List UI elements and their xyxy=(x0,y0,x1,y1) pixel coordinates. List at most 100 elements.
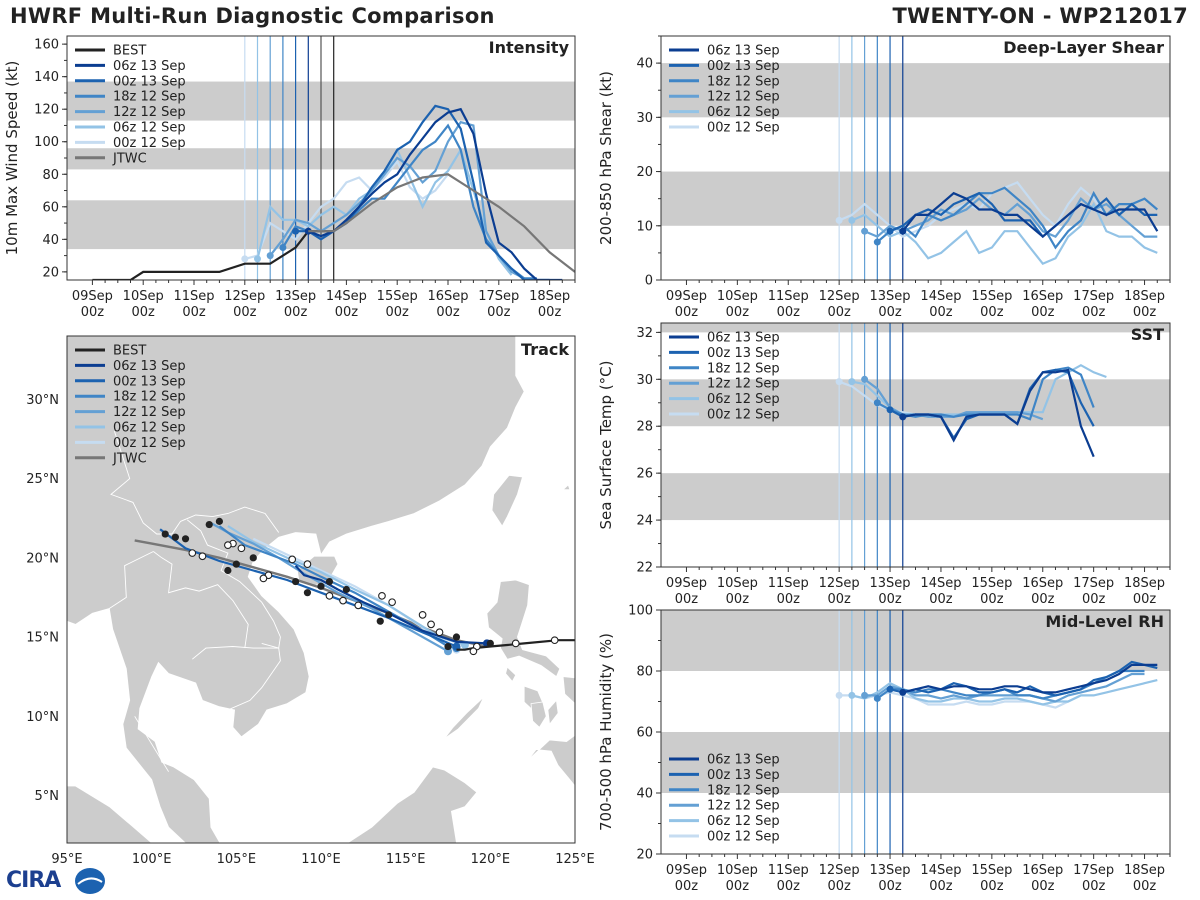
intensity-xtick-sublabel: 00z xyxy=(81,305,105,320)
shear-xtick-sublabel: 00z xyxy=(929,305,953,320)
intensity-plot-area xyxy=(67,36,575,280)
mainland-asia-shape xyxy=(67,336,525,843)
track-xtick-label: 115°E xyxy=(386,852,426,867)
shear-xtick-sublabel: 00z xyxy=(827,305,851,320)
rh-band xyxy=(661,610,1170,671)
intensity-xtick-label: 09Sep xyxy=(72,289,113,304)
rh-legend-label: 00z 12 Sep xyxy=(707,830,780,845)
sst-xtick-sublabel: 00z xyxy=(1133,592,1157,607)
rh-legend-label: 18z 12 Sep xyxy=(707,783,780,798)
shear-xtick-sublabel: 00z xyxy=(777,305,801,320)
sst-band xyxy=(661,473,1170,521)
intensity-xtick-sublabel: 00z xyxy=(436,305,460,320)
shear-xtick-sublabel: 00z xyxy=(1082,305,1106,320)
rh-xtick-sublabel: 00z xyxy=(827,879,851,894)
shear-legend-label: 00z 13 Sep xyxy=(707,59,780,74)
shear-ytick-label: 30 xyxy=(636,111,653,126)
shear-ytick-label: 10 xyxy=(636,219,653,234)
intensity-xtick-label: 13Sep xyxy=(275,289,316,304)
intensity-series-start-point xyxy=(292,227,300,235)
mindanao-shape xyxy=(527,716,575,843)
intensity-xtick-sublabel: 00z xyxy=(132,305,156,320)
shear-series-start-point xyxy=(886,227,894,235)
sst-series-line xyxy=(902,368,1095,458)
rh-ytick-label: 100 xyxy=(628,604,653,619)
shear-ytick-label: 40 xyxy=(636,57,653,72)
track-xtick-label: 125°E xyxy=(555,852,595,867)
rh-ytick-label: 60 xyxy=(636,726,653,741)
intensity-xtick-sublabel: 00z xyxy=(487,305,511,320)
rh-xtick-label: 14Sep xyxy=(920,863,961,878)
rh-xtick-sublabel: 00z xyxy=(777,879,801,894)
border-myanmar-thai xyxy=(109,551,154,609)
shear-series-start-point xyxy=(861,227,869,235)
shear-plot-area xyxy=(661,36,1170,280)
track-legend-label: JTWC xyxy=(112,451,147,466)
rh-xtick-label: 10Sep xyxy=(717,863,758,878)
intensity-jtwc-line xyxy=(308,173,575,273)
sst-xtick-label: 17Sep xyxy=(1073,576,1114,591)
rh-series-start-point xyxy=(899,688,907,696)
sst-xtick-sublabel: 00z xyxy=(878,592,902,607)
rh-series-line xyxy=(864,672,1145,703)
intensity-xtick-label: 16Sep xyxy=(427,289,468,304)
rh-series-line xyxy=(902,663,1158,694)
sst-xtick-label: 12Sep xyxy=(819,576,860,591)
shear-xtick-sublabel: 00z xyxy=(878,305,902,320)
track-ytick-label: 5°N xyxy=(35,789,60,804)
intensity-ytick-label: 160 xyxy=(34,38,59,53)
intensity-ytick-label: 80 xyxy=(42,168,59,183)
track-closed-marker xyxy=(376,617,384,625)
track-open-marker xyxy=(550,636,559,645)
sst-xtick-label: 13Sep xyxy=(870,576,911,591)
rh-ytick-label: 20 xyxy=(636,848,653,863)
sst-xtick-label: 09Sep xyxy=(666,576,707,591)
rh-legend-label: 12z 12 Sep xyxy=(707,799,780,814)
intensity-ytick-label: 20 xyxy=(42,265,59,280)
track-ytick-label: 25°N xyxy=(26,472,59,487)
mindoro-shape xyxy=(505,666,517,683)
track-open-marker xyxy=(288,555,297,564)
track-legend-label: 06z 12 Sep xyxy=(113,421,186,436)
track-closed-marker xyxy=(161,530,169,538)
sst-ytick-label: 26 xyxy=(636,467,653,482)
intensity-xtick-label: 10Sep xyxy=(123,289,164,304)
track-closed-marker xyxy=(232,560,240,568)
track-closed-marker xyxy=(181,535,190,543)
sst-xtick-sublabel: 00z xyxy=(929,592,953,607)
shear-series-start-point xyxy=(899,227,907,235)
shear-series-start-point xyxy=(873,238,881,246)
sst-xtick-sublabel: 00z xyxy=(980,592,1004,607)
track-legend-label: BEST xyxy=(113,344,146,359)
track-legend-label: 12z 12 Sep xyxy=(113,405,186,420)
rh-xtick-label: 09Sep xyxy=(666,863,707,878)
border-cambodia xyxy=(192,646,281,711)
sst-title: SST xyxy=(1131,325,1164,344)
intensity-xtick-sublabel: 00z xyxy=(335,305,359,320)
shear-legend-label: 12z 12 Sep xyxy=(707,90,780,105)
sst-legend-label: 00z 12 Sep xyxy=(707,408,780,423)
shear-series-start-point xyxy=(848,216,856,224)
intensity-series-start-point xyxy=(241,255,249,263)
sst-xtick-label: 15Sep xyxy=(971,576,1012,591)
track-open-marker xyxy=(378,591,386,600)
track-ytick-label: 15°N xyxy=(26,631,59,646)
rh-xtick-label: 16Sep xyxy=(1022,863,1063,878)
track-open-marker xyxy=(224,541,232,549)
rh-legend-label: 06z 13 Sep xyxy=(707,753,780,768)
track-open-marker xyxy=(259,574,268,583)
rh-xtick-sublabel: 00z xyxy=(1031,879,1055,894)
intensity-ytick-label: 40 xyxy=(42,233,59,248)
rh-ytick-label: 80 xyxy=(636,665,653,680)
shear-xtick-label: 16Sep xyxy=(1022,289,1063,304)
sst-series-start-point xyxy=(873,399,881,407)
intensity-panel: 2040608010012014016009Sep00z10Sep00z11Se… xyxy=(3,35,576,320)
track-legend-label: 06z 13 Sep xyxy=(113,359,186,374)
sst-xtick-label: 18Sep xyxy=(1124,576,1165,591)
shear-xtick-label: 12Sep xyxy=(819,289,860,304)
track-closed-marker xyxy=(205,520,213,529)
intensity-series-start-point xyxy=(279,243,287,251)
intensity-xtick-label: 15Sep xyxy=(377,289,418,304)
intensity-legend-label: JTWC xyxy=(112,151,147,166)
